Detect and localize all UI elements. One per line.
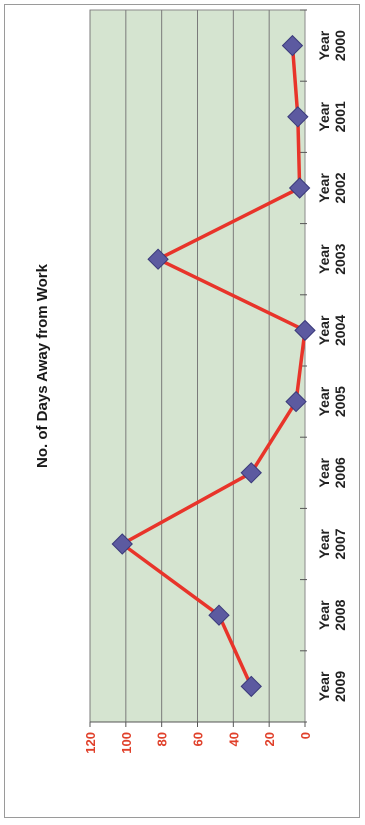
category-label: Year2008 xyxy=(316,599,348,630)
category-label: Year2006 xyxy=(316,457,348,488)
value-tick-label: 80 xyxy=(155,732,170,746)
value-tick-label: 60 xyxy=(191,732,206,746)
data-point-marker xyxy=(288,177,311,199)
category-label: Year2002 xyxy=(316,172,348,203)
series-markers xyxy=(111,34,316,698)
category-label: Year2009 xyxy=(316,671,348,702)
category-label: Year2000 xyxy=(316,30,348,61)
value-tick-label: 40 xyxy=(226,732,241,746)
data-point-marker xyxy=(281,34,304,57)
value-tick-label: 0 xyxy=(298,732,313,739)
value-axis-ticks: 0 20 40 60 80 100 120 xyxy=(83,721,313,754)
series-line-path xyxy=(120,45,307,688)
data-point-marker xyxy=(147,248,169,270)
value-tick-label: 120 xyxy=(83,732,98,754)
category-axis-ticks xyxy=(300,9,307,723)
series-line xyxy=(120,45,307,688)
category-label: Year2003 xyxy=(316,243,348,274)
data-point-marker xyxy=(208,604,230,626)
category-labels: Year2000 Year2001 Year2002 Year2003 Year2004… xyxy=(316,30,348,702)
data-point-marker xyxy=(287,106,309,128)
chart-title: No. of Days Away from Work xyxy=(34,263,51,468)
category-label: Year2001 xyxy=(316,101,348,132)
grid-lines xyxy=(89,10,270,722)
data-point-marker xyxy=(285,390,307,413)
data-point-marker xyxy=(294,319,316,342)
data-point-marker xyxy=(111,533,133,555)
data-point-marker xyxy=(240,462,262,484)
category-label: Year2005 xyxy=(316,386,348,417)
data-point-marker xyxy=(240,675,262,698)
category-label: Year2007 xyxy=(316,528,348,559)
category-label: Year2004 xyxy=(316,315,348,346)
value-tick-label: 20 xyxy=(262,732,277,746)
value-tick-label: 100 xyxy=(119,732,134,754)
